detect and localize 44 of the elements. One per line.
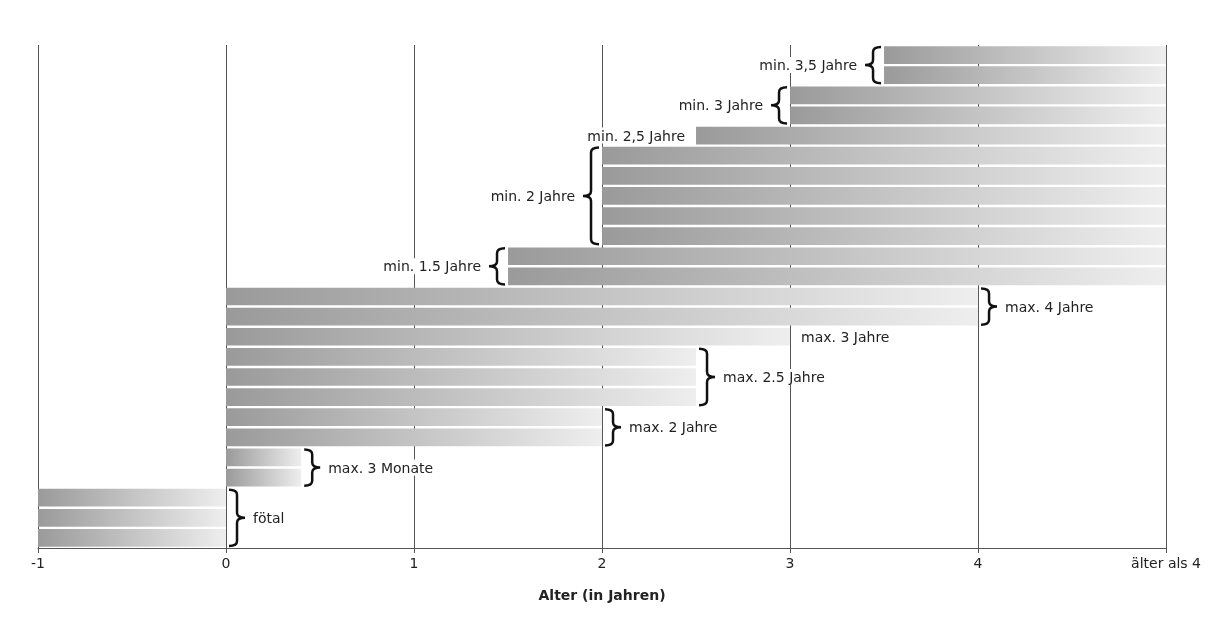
bar xyxy=(38,529,227,547)
bar xyxy=(226,468,302,487)
bar xyxy=(508,247,1167,266)
bar xyxy=(226,448,302,467)
bar xyxy=(38,488,227,507)
bar xyxy=(226,428,603,447)
x-tick-label: 4 xyxy=(973,555,983,571)
bar xyxy=(884,66,1167,85)
annotation: max. 4 Jahre xyxy=(1005,298,1094,315)
bar xyxy=(884,46,1167,64)
x-axis-title: Alter (in Jahren) xyxy=(538,587,666,603)
x-tick-label: älter als 4 xyxy=(1131,555,1202,571)
annotation: min. 2 Jahre xyxy=(490,187,576,204)
x-tick-label: -1 xyxy=(31,555,45,571)
annotation: fötal xyxy=(253,509,285,526)
annotation: max. 2 Jahre xyxy=(629,419,718,436)
bar xyxy=(602,146,1167,165)
bar xyxy=(790,86,1167,105)
bar xyxy=(508,267,1167,286)
annotation: min. 2,5 Jahre xyxy=(587,127,686,144)
x-tick-label: 3 xyxy=(785,555,795,571)
bar xyxy=(602,166,1167,185)
bar xyxy=(226,408,603,427)
bar xyxy=(226,368,697,386)
x-tick-label: 2 xyxy=(597,555,607,571)
bar xyxy=(602,227,1167,245)
bar xyxy=(226,307,979,326)
bar xyxy=(790,106,1167,125)
bar xyxy=(226,287,979,306)
annotation: max. 3 Jahre xyxy=(801,328,890,345)
bar xyxy=(602,207,1167,225)
annotation: min. 1.5 Jahre xyxy=(383,258,482,275)
bar xyxy=(226,348,697,366)
bar xyxy=(38,508,227,527)
annotation: max. 3 Monate xyxy=(328,459,434,476)
bar xyxy=(226,327,791,346)
bar xyxy=(696,126,1167,145)
bar xyxy=(602,187,1167,205)
annotation: max. 2.5 Jahre xyxy=(723,368,825,385)
x-tick-label: 0 xyxy=(221,555,231,571)
x-tick-label: 1 xyxy=(409,555,419,571)
bar xyxy=(226,388,697,406)
annotation: min. 3 Jahre xyxy=(678,97,764,114)
annotation: min. 3,5 Jahre xyxy=(759,57,858,74)
